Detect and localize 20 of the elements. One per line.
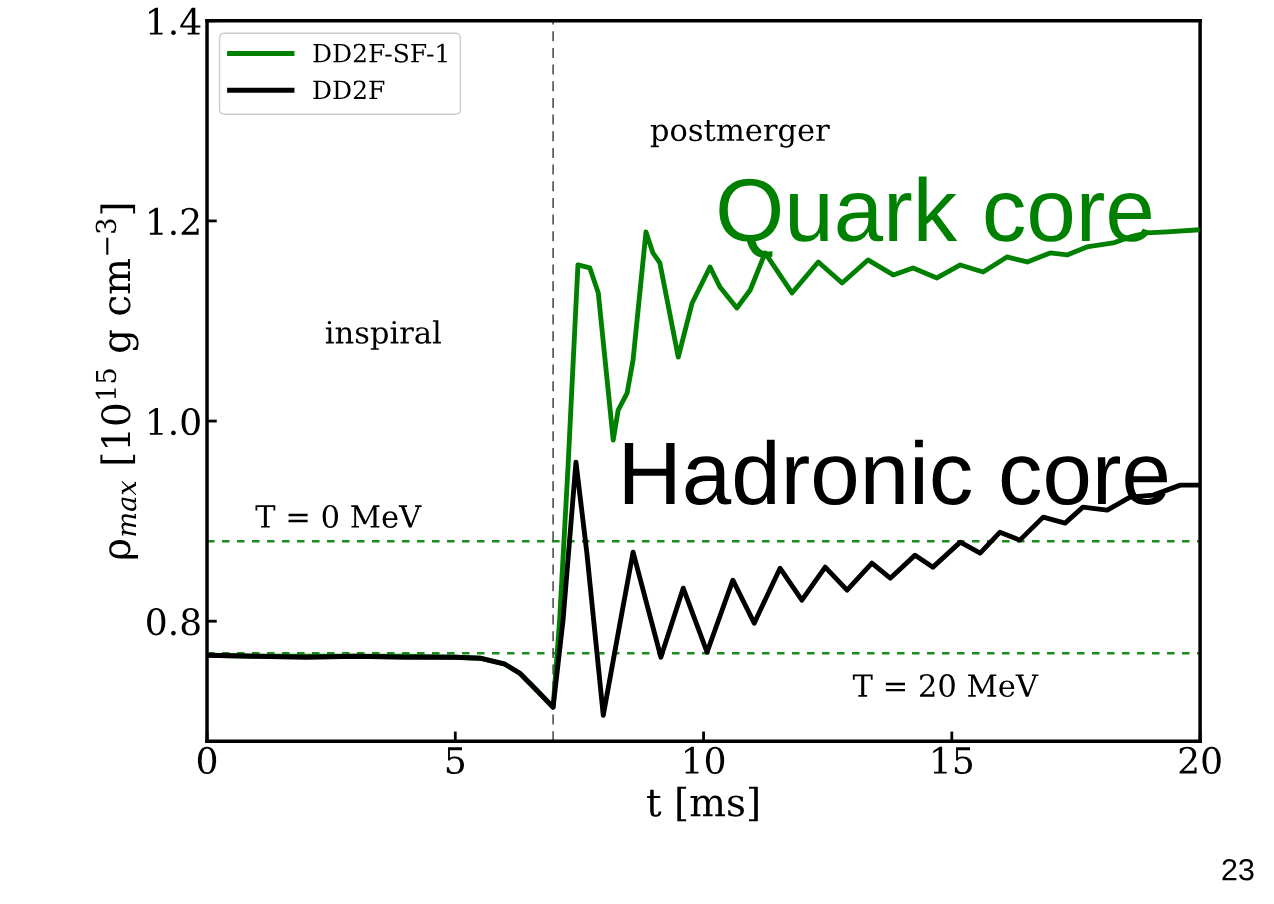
x-tick-label: 5 <box>446 747 464 775</box>
annotation: T = 20 MeV <box>852 674 1039 698</box>
legend-label: DD2F <box>313 80 385 99</box>
y-tick-label: 1.4 <box>149 7 201 36</box>
annotation: postmerger <box>650 120 830 148</box>
x-tick-label: 15 <box>933 746 973 775</box>
y-axis-title: ρ$_{max}$ [10$^{15}$ g cm$^{−3}$] <box>95 204 139 559</box>
y-tick-label: 0.8 <box>147 608 200 636</box>
annotation: T = 0 MeV <box>255 504 422 528</box>
x-tick-label: 0 <box>197 746 217 775</box>
y-tick-label: 1.0 <box>149 407 200 436</box>
x-axis-title: t [ms] <box>647 786 758 822</box>
x-tick-label: 20 <box>1179 746 1221 775</box>
annotation: Quark core <box>719 176 1151 258</box>
y-tick-label: 1.2 <box>149 207 199 236</box>
text: 23 <box>1222 858 1254 881</box>
annotation: inspiral <box>325 320 441 350</box>
annotation: Hadronic core <box>624 439 1167 505</box>
x-tick-label: 10 <box>685 746 725 775</box>
legend-label: DD2F-SF-1 <box>313 43 447 63</box>
